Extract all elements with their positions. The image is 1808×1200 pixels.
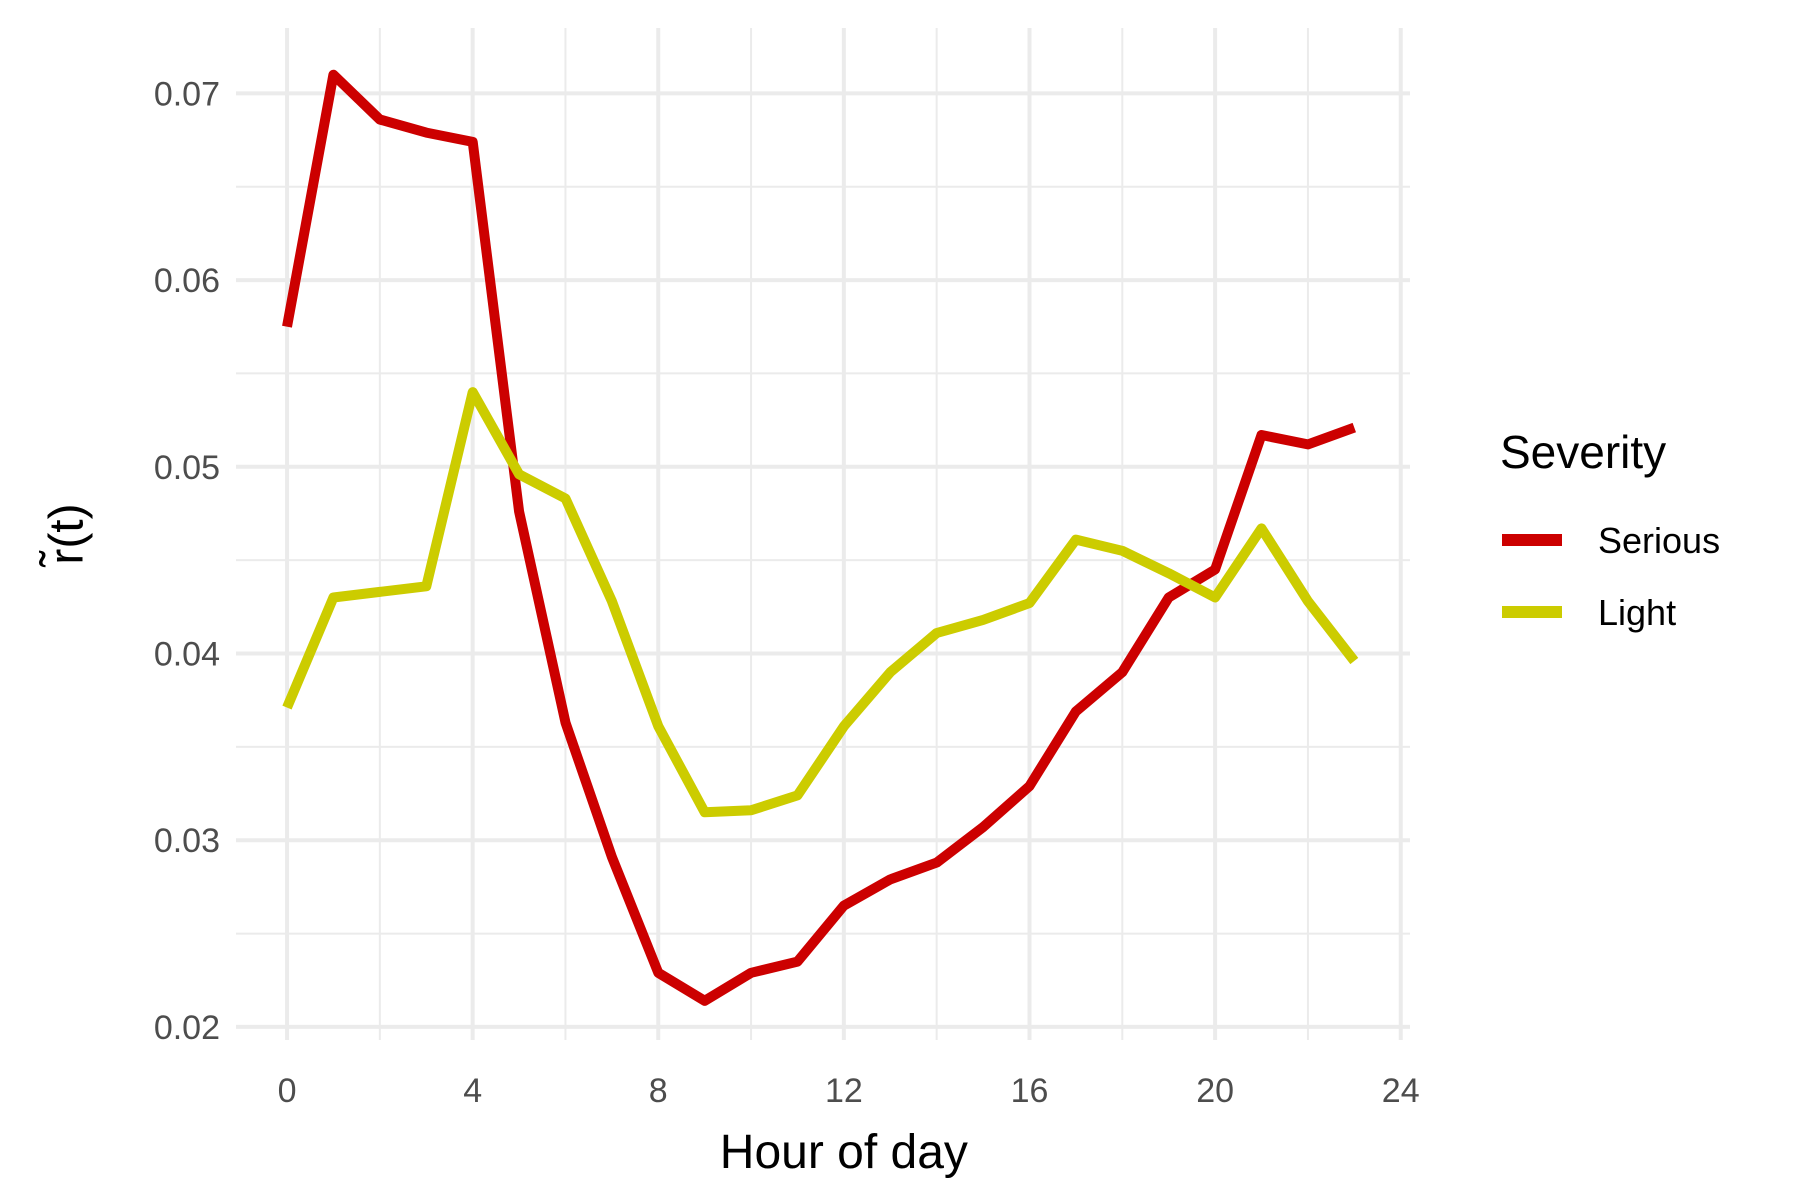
series-line-serious: [282, 69, 1357, 1006]
x-tick-label: 8: [649, 1072, 668, 1110]
x-axis-title: Hour of day: [720, 1126, 968, 1179]
y-tick-label: 0.05: [154, 449, 220, 487]
y-axis-title: r̃(t): [39, 503, 94, 567]
y-tick-label: 0.07: [154, 75, 220, 113]
x-tick-label: 20: [1196, 1072, 1234, 1110]
legend-label-serious: Serious: [1598, 520, 1720, 561]
legend: Severity Serious Light: [1500, 426, 1720, 633]
y-tick-label: 0.04: [154, 635, 220, 673]
legend-title: Severity: [1500, 426, 1666, 478]
tick-labels: 0 4 8 12 16 20 24 0.02 0.03 0.04 0.05 0.06 0.07: [154, 75, 1420, 1110]
x-tick-label: 16: [1011, 1072, 1049, 1110]
y-tick-label: 0.03: [154, 822, 220, 860]
x-tick-label: 0: [278, 1072, 297, 1110]
x-tick-label: 4: [463, 1072, 482, 1110]
y-tick-label: 0.06: [154, 262, 220, 300]
x-tick-label: 24: [1382, 1072, 1420, 1110]
y-tick-label: 0.02: [154, 1009, 220, 1047]
grid: [236, 28, 1410, 1040]
legend-label-light: Light: [1598, 592, 1676, 633]
series-line-light: [282, 387, 1359, 818]
x-tick-label: 12: [825, 1072, 863, 1110]
series-lines: [282, 69, 1359, 1006]
